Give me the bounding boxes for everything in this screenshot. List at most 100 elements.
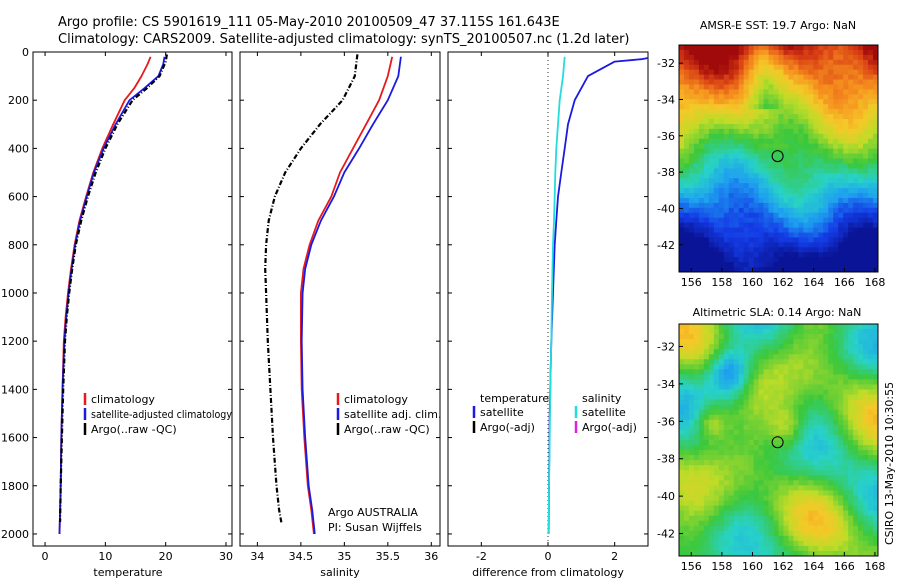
map-cell	[833, 99, 839, 105]
map-cell	[718, 344, 725, 350]
map-cell	[723, 460, 730, 466]
map-cell	[848, 84, 854, 90]
map-cell	[743, 324, 750, 330]
map-cell	[718, 109, 725, 115]
salinity-panel: 34 34.5 35 35.5 36 salinity climatology sate…	[239, 51, 441, 579]
map-cell	[708, 202, 715, 209]
map-cell	[778, 227, 784, 233]
map-cell	[863, 138, 869, 145]
map-cell	[688, 163, 695, 169]
map-cell	[863, 59, 869, 66]
x-tick-label: 0	[42, 550, 49, 563]
map-cell	[838, 104, 844, 110]
map-cell	[773, 510, 779, 517]
map-cell	[823, 414, 829, 421]
map-cell	[843, 168, 849, 174]
map-cell	[833, 334, 839, 340]
map-cell	[778, 399, 784, 406]
map-cell	[723, 480, 730, 486]
map-cell	[818, 389, 824, 396]
map-cell	[703, 475, 710, 481]
map-cell	[679, 257, 685, 263]
map-cell	[793, 64, 799, 71]
map-cell	[863, 374, 869, 380]
map-cell	[798, 369, 804, 375]
map-cell	[798, 178, 804, 184]
map-cell	[863, 480, 869, 486]
map-cell	[843, 455, 849, 461]
map-cell	[813, 237, 819, 243]
map-cell	[723, 94, 730, 100]
map-cell	[708, 59, 715, 66]
map-cell	[723, 540, 730, 547]
map-cell	[733, 530, 740, 537]
map-cell	[778, 480, 784, 486]
map-cell	[798, 339, 804, 345]
map-cell	[803, 550, 809, 557]
y-tick-label: 0	[22, 46, 29, 59]
map-cell	[793, 202, 799, 209]
map-cell	[693, 69, 700, 75]
map-cell	[808, 465, 814, 471]
map-cell	[868, 545, 874, 552]
map-cell	[783, 197, 789, 204]
map-cell	[778, 222, 784, 228]
map-cell	[763, 450, 769, 456]
map-cell	[848, 123, 854, 130]
map-cell	[713, 354, 720, 360]
map-cell	[693, 202, 700, 209]
map-cell	[858, 178, 864, 184]
map-cell	[778, 550, 784, 557]
map-cell	[768, 434, 774, 441]
map-cell	[813, 207, 819, 214]
map-cell	[728, 178, 735, 184]
map-cell	[838, 399, 844, 406]
map-cell	[679, 535, 685, 542]
map-cell	[853, 419, 859, 426]
map-cell	[708, 89, 715, 95]
map-cell	[803, 535, 809, 542]
map-cell	[863, 450, 869, 456]
map-cell	[808, 232, 814, 238]
map-cell	[838, 133, 844, 140]
map-cell	[818, 480, 824, 486]
map-cell	[828, 520, 834, 527]
map-cell	[873, 207, 879, 214]
map-cell	[723, 168, 730, 174]
map-cell	[778, 69, 784, 75]
map-cell	[833, 384, 839, 390]
map-cell	[683, 123, 690, 130]
map-cell	[683, 143, 690, 150]
map-cell	[873, 138, 879, 145]
map-cell	[748, 455, 755, 461]
map-cell	[793, 510, 799, 517]
map-cell	[733, 148, 740, 154]
map-cell	[788, 349, 794, 355]
map-cell	[703, 490, 710, 496]
map-cell	[868, 212, 874, 219]
map-cell	[863, 475, 869, 481]
map-cell	[828, 79, 834, 85]
map-cell	[793, 143, 799, 150]
map-cell	[698, 237, 705, 243]
map-cell	[688, 359, 695, 365]
map-cell	[848, 550, 854, 557]
y-tick-label: -40	[657, 490, 675, 503]
map-cell	[813, 183, 819, 189]
map-cell	[813, 344, 819, 350]
map-cell	[688, 465, 695, 471]
map-cell	[803, 158, 809, 164]
map-cell	[748, 183, 755, 189]
map-cell	[823, 183, 829, 189]
map-cell	[808, 49, 814, 56]
map-cell	[743, 84, 750, 90]
map-cell	[768, 59, 774, 66]
map-cell	[748, 404, 755, 411]
map-cell	[823, 212, 829, 219]
map-cell	[823, 480, 829, 486]
map-cell	[679, 329, 685, 335]
map-cell	[768, 389, 774, 396]
map-cell	[693, 188, 700, 194]
map-cell	[803, 94, 809, 100]
map-cell	[798, 84, 804, 90]
